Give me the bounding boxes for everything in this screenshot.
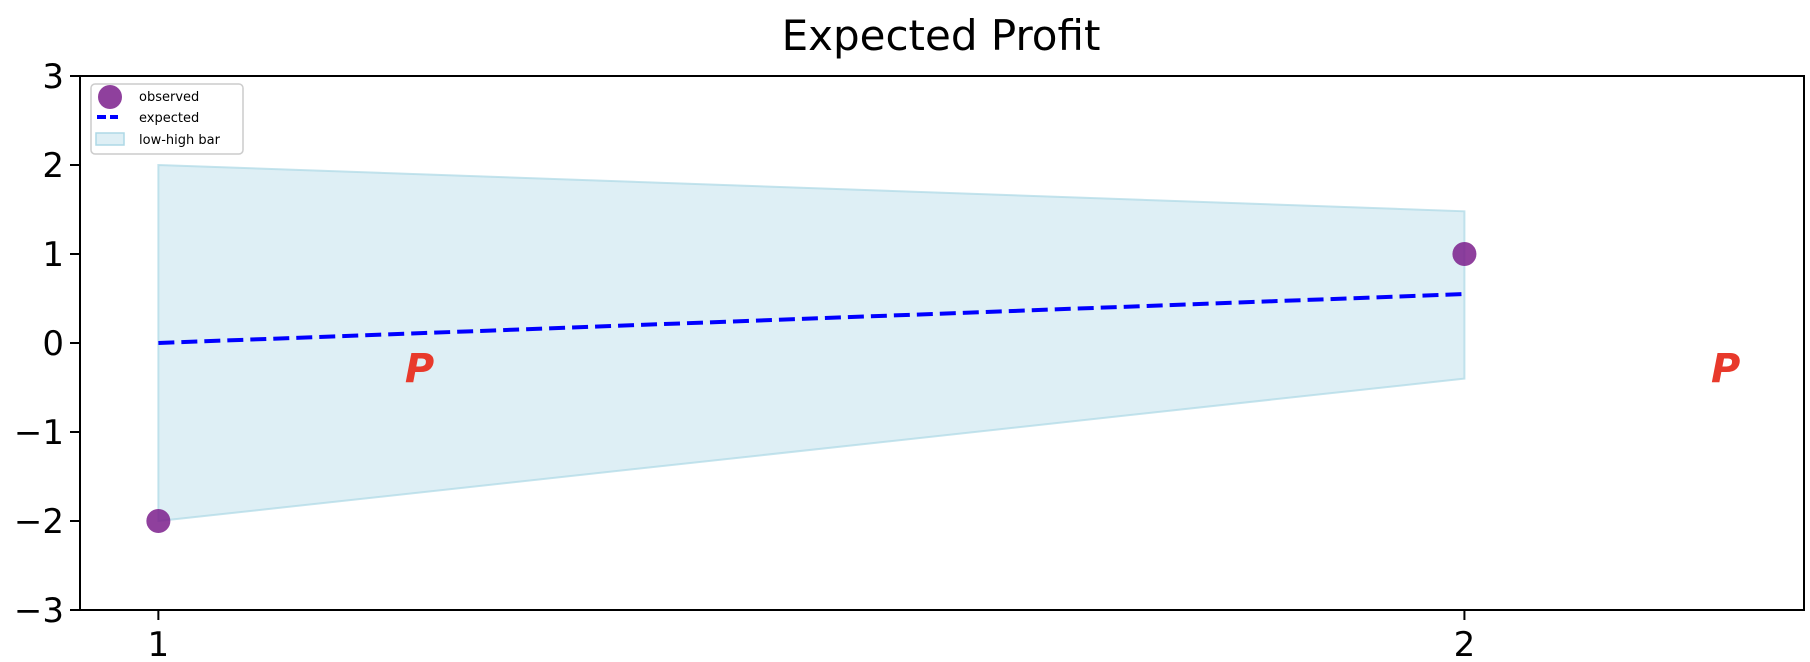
legend-box [90,83,244,155]
legend-observed-label: observed [139,90,199,105]
low-high-band [157,163,1466,523]
legend-expected-label: expected [139,111,199,126]
y-axis: −3 −2 −1 0 1 2 3 [14,57,80,631]
chart-title: Expected Profit [782,11,1101,60]
y-tick-label: 3 [42,57,64,97]
y-tick-label: 2 [42,146,64,186]
legend-observed-marker [98,85,122,109]
y-tick-label: −3 [14,591,64,631]
x-tick-label: 2 [1454,625,1476,662]
expected-line [158,292,1465,345]
observed-point [1452,242,1477,266]
legend-band-marker [95,132,125,146]
x-tick-label: 1 [148,625,170,662]
legend-band-label: low-high bar [139,133,221,148]
observed-point [146,509,171,533]
y-tick-label: 1 [42,235,64,275]
y-tick-label: 0 [42,324,64,364]
y-tick-label: −1 [14,413,64,453]
annotation-p: P [405,346,434,392]
y-tick-label: −2 [14,502,64,542]
legend: observed expected low-high bar [90,83,244,155]
annotation-p: P [1711,346,1740,392]
